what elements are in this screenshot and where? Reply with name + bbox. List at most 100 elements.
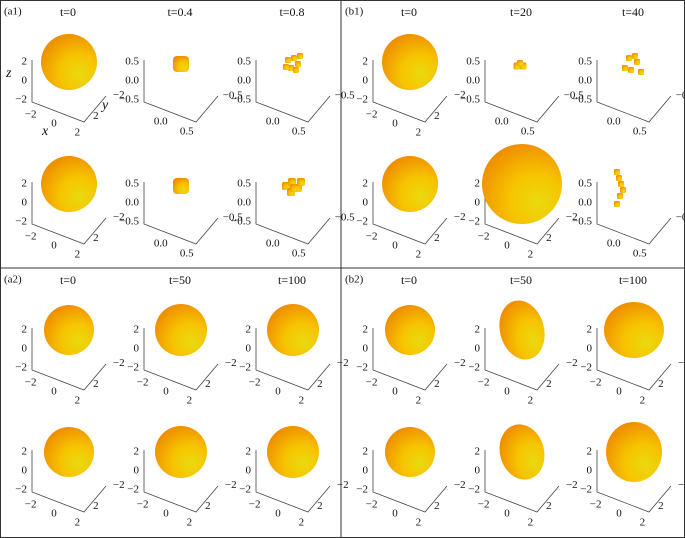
isosurface-blob (517, 60, 523, 66)
z-tick-label: 0.5 (237, 56, 251, 68)
z-tick-label: −2 (15, 216, 27, 228)
x-tick-label: 0.5 (180, 248, 194, 260)
y-tick-label: −2 (113, 479, 125, 491)
isosurface (385, 427, 435, 477)
x-tick-label: −2 (25, 499, 37, 511)
x-tick-label: 2 (187, 395, 193, 407)
x-tick-label: 2 (299, 395, 305, 407)
z-tick-label: 0.5 (466, 56, 480, 68)
z-tick-label: 2 (363, 446, 369, 458)
x-tick-label: −2 (366, 231, 378, 243)
y-tick-label: −0.5 (676, 89, 685, 101)
y-tick-label: 2 (546, 500, 552, 512)
x-tick-label: 0 (392, 118, 398, 130)
isosurface (41, 34, 97, 90)
time-label: t=0 (60, 5, 76, 19)
x-tick-label: −2 (137, 377, 149, 389)
y-tick-label: −2 (566, 211, 578, 223)
y-tick-label: 2 (93, 232, 99, 244)
isosurface-blob (283, 64, 289, 70)
z-tick-label: 2 (363, 324, 369, 336)
y-tick-label: −2 (113, 89, 125, 101)
isosurface-blob (617, 193, 623, 199)
axes (596, 182, 672, 245)
panel-label: (b2) (345, 274, 364, 286)
axes (484, 182, 560, 245)
z-tick-label: −2 (239, 362, 251, 374)
x-tick-label: −2 (366, 499, 378, 511)
z-tick-label: 0.5 (237, 178, 251, 190)
y-tick-label: 2 (658, 378, 664, 390)
y-tick-label: 2 (317, 378, 323, 390)
isosurface-blob (295, 61, 301, 67)
axes (372, 60, 448, 123)
x-tick-label: −2 (590, 499, 602, 511)
x-tick-label: 2 (75, 127, 81, 139)
z-tick-label: 0.0 (125, 197, 139, 209)
z-tick-label: 2 (22, 178, 28, 190)
x-tick-label: 2 (640, 517, 646, 529)
y-tick-label: 2 (546, 378, 552, 390)
z-tick-label: 0 (246, 465, 252, 477)
x-tick-label: −2 (478, 377, 490, 389)
axes (143, 182, 219, 245)
isosurface (155, 304, 207, 356)
isosurface (499, 424, 545, 480)
z-tick-label: −2 (468, 216, 480, 228)
x-tick-label: −2 (25, 377, 37, 389)
axes (143, 60, 219, 123)
isosurface (44, 305, 94, 355)
x-tick-label: 0 (504, 240, 510, 252)
axes (143, 450, 219, 513)
plot: 0.5 0.0 −0.5 0.0 0.5 −0.5 (460, 56, 584, 138)
y-tick-label: −2 (113, 357, 125, 369)
z-tick-label: 0.0 (578, 197, 592, 209)
z-tick-label: 0.0 (237, 197, 251, 209)
isosurface-blob (626, 55, 632, 61)
y-tick-label: 2 (93, 110, 99, 122)
y-tick-label: 2 (658, 500, 664, 512)
z-tick-label: 0.5 (578, 56, 592, 68)
z-tick-label: 2 (363, 56, 369, 68)
z-tick-label: 2 (22, 446, 28, 458)
z-tick-label: 0 (22, 197, 28, 209)
y-tick-label: −2 (113, 211, 125, 223)
isosurface (382, 34, 438, 90)
isosurface-blob (297, 53, 303, 59)
isosurface-blob (632, 53, 638, 59)
x-tick-label: −2 (366, 109, 378, 121)
isosurface (385, 305, 435, 355)
x-tick-label: 0.0 (154, 238, 168, 250)
z-tick-label: −2 (127, 362, 139, 374)
x-tick-label: 2 (75, 249, 81, 261)
axes (31, 60, 107, 123)
y-tick-label: 2 (546, 232, 552, 244)
z-tick-label: 2 (134, 446, 140, 458)
axes (484, 60, 560, 123)
time-label: t=0.8 (279, 5, 304, 19)
isosurface (41, 156, 97, 212)
z-tick-label: 0.5 (125, 178, 139, 190)
z-tick-label: 2 (587, 324, 593, 336)
z-tick-label: 2 (246, 324, 252, 336)
x-tick-label: 0.5 (180, 126, 194, 138)
x-tick-label: −2 (137, 499, 149, 511)
axes (596, 60, 672, 123)
z-tick-label: 0 (134, 465, 140, 477)
x-tick-label: 0 (51, 118, 57, 130)
z-tick-label: −2 (127, 484, 139, 496)
isosurface (604, 302, 664, 358)
x-tick-label: 0.5 (633, 126, 647, 138)
y-tick-label: −0.5 (223, 89, 243, 101)
isosurface-blob (616, 175, 622, 181)
x-tick-label: 2 (75, 395, 81, 407)
isosurface-blob (291, 55, 297, 61)
